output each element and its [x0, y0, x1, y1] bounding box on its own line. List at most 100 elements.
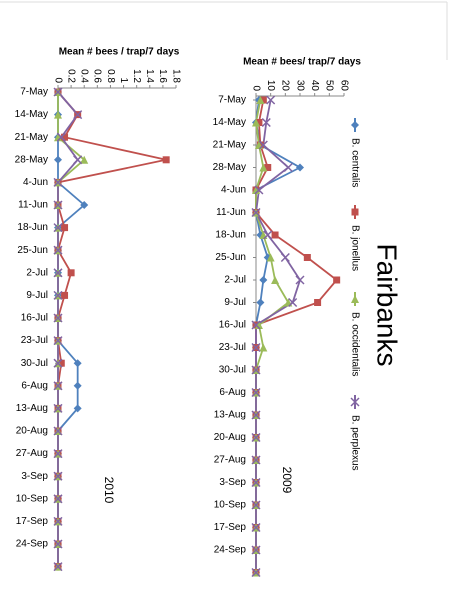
category-label: 30-Jul	[219, 365, 246, 376]
marker	[53, 200, 63, 210]
marker	[251, 545, 261, 555]
marker	[61, 224, 69, 232]
marker	[53, 516, 63, 526]
category-label: 23-Jul	[21, 335, 48, 346]
marker	[266, 253, 275, 262]
marker	[254, 185, 264, 195]
category-label: 10-Sep	[16, 493, 49, 504]
marker	[73, 381, 82, 390]
legend-label: B. centralis	[349, 138, 360, 187]
marker	[61, 291, 69, 299]
marker	[251, 387, 261, 398]
marker	[53, 336, 63, 346]
marker	[53, 539, 63, 549]
marker	[251, 522, 261, 533]
marker	[73, 359, 82, 368]
value-tick-label: 0.4	[79, 69, 90, 83]
marker	[259, 343, 268, 352]
value-tick-label: 1.8	[170, 69, 181, 83]
marker	[73, 110, 83, 120]
marker	[258, 140, 268, 150]
marker	[251, 365, 261, 375]
marker	[251, 320, 261, 330]
category-label: 21-May	[213, 140, 246, 151]
category-label: 20-Aug	[16, 426, 48, 437]
marker	[251, 455, 261, 465]
category-label: 10-Sep	[214, 500, 247, 511]
marker	[251, 432, 261, 443]
marker	[280, 252, 290, 263]
marker	[67, 269, 75, 277]
marker	[271, 231, 279, 239]
category-label: 24-Sep	[16, 539, 49, 550]
marker	[288, 297, 298, 308]
legend-marker	[351, 121, 359, 129]
marker	[271, 276, 280, 284]
marker	[314, 299, 322, 306]
marker	[261, 117, 271, 128]
marker	[303, 254, 311, 261]
category-label: 25-Jun	[215, 252, 246, 263]
legend-marker	[350, 397, 360, 407]
legend-marker	[351, 208, 359, 216]
value-tick-label: 20	[280, 80, 291, 92]
category-label: 18-Jun	[17, 222, 48, 233]
marker	[251, 342, 261, 353]
marker	[256, 96, 265, 104]
category-label: 3-Sep	[21, 471, 48, 482]
category-label: 14-May	[15, 109, 48, 120]
marker	[53, 268, 63, 278]
series-line	[255, 99, 301, 573]
marker	[73, 404, 82, 413]
axis-title: Mean # bees / trap/7 days	[59, 47, 180, 58]
category-label: 14-May	[213, 117, 246, 128]
marker	[53, 245, 63, 255]
value-tick-label: 30	[294, 80, 305, 92]
marker	[252, 118, 260, 127]
category-label: 25-Jun	[17, 245, 48, 256]
marker	[263, 230, 273, 240]
category-label: 17-Sep	[214, 522, 247, 533]
category-label: 6-Aug	[219, 387, 246, 398]
marker	[53, 223, 63, 233]
category-label: 16-Jul	[219, 320, 246, 331]
category-label: 9-Jul	[224, 297, 246, 308]
marker	[251, 410, 261, 420]
category-label: 17-Sep	[16, 516, 49, 527]
category-label: 27-Aug	[214, 455, 246, 466]
marker	[251, 207, 261, 218]
value-tick-label: 60	[338, 80, 349, 92]
category-label: 24-Sep	[214, 545, 247, 556]
category-label: 11-Jun	[18, 200, 48, 211]
category-label: 3-Sep	[219, 477, 246, 488]
category-label: 13-Aug	[214, 410, 246, 421]
marker	[251, 477, 261, 488]
category-label: 7-May	[20, 87, 48, 98]
category-label: 11-Jun	[216, 207, 246, 218]
marker	[162, 156, 170, 164]
marker	[296, 163, 304, 172]
marker	[53, 471, 63, 481]
marker	[61, 133, 69, 141]
marker	[259, 96, 267, 104]
category-label: 13-Aug	[16, 403, 48, 414]
marker	[53, 358, 63, 368]
marker	[53, 177, 63, 187]
marker	[73, 155, 83, 165]
marker	[53, 381, 63, 391]
series-line	[57, 91, 79, 567]
category-label: 18-Jun	[215, 230, 246, 241]
category-label: 21-May	[15, 132, 48, 143]
value-tick-label: 1.4	[144, 69, 155, 83]
category-label: 4-Jun	[23, 177, 48, 188]
marker	[80, 201, 89, 209]
marker	[53, 426, 63, 436]
value-tick-label: 0	[250, 85, 261, 91]
marker	[251, 567, 261, 578]
marker	[53, 290, 63, 300]
marker	[283, 162, 293, 173]
category-label: 30-Jul	[21, 358, 48, 369]
marker	[255, 119, 263, 126]
category-label: 28-May	[15, 154, 48, 165]
